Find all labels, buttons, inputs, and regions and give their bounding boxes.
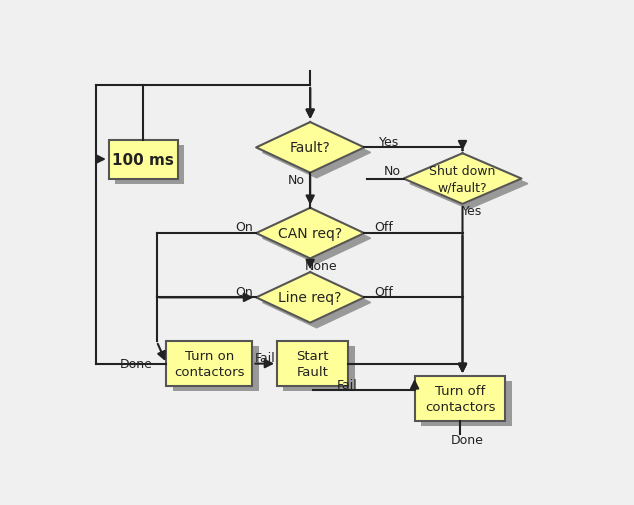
Text: No: No [288, 174, 305, 187]
Text: Yes: Yes [378, 135, 399, 148]
Polygon shape [262, 278, 371, 328]
Text: Off: Off [375, 221, 393, 234]
Text: Start
Fault: Start Fault [296, 349, 329, 378]
Bar [167, 341, 252, 386]
Text: CAN req?: CAN req? [278, 227, 342, 240]
Text: Line req?: Line req? [278, 291, 342, 305]
Text: Turn on
contactors: Turn on contactors [174, 349, 245, 378]
Polygon shape [410, 159, 528, 210]
Text: 100 ms: 100 ms [112, 153, 174, 167]
Text: Turn off
contactors: Turn off contactors [425, 384, 495, 414]
Polygon shape [256, 123, 364, 173]
Polygon shape [404, 154, 521, 205]
Bar [115, 145, 184, 184]
Bar [415, 377, 505, 421]
Text: None: None [305, 260, 337, 272]
Bar [173, 346, 259, 391]
Polygon shape [262, 128, 371, 178]
Text: Done: Done [120, 358, 153, 370]
Text: Done: Done [451, 433, 484, 446]
Text: Shut down
w/fault?: Shut down w/fault? [429, 165, 496, 194]
Bar [277, 341, 348, 386]
Text: No: No [384, 165, 401, 178]
Bar [283, 346, 354, 391]
Text: Yes: Yes [462, 205, 482, 218]
Text: Off: Off [375, 285, 393, 298]
Bar [421, 382, 512, 426]
Bar [109, 140, 178, 179]
Text: Fail: Fail [254, 351, 275, 365]
Text: Fault?: Fault? [290, 141, 330, 155]
Text: On: On [235, 285, 253, 298]
Polygon shape [256, 273, 364, 323]
Polygon shape [262, 214, 371, 264]
Text: Fail: Fail [337, 378, 358, 391]
Text: On: On [235, 221, 253, 234]
Polygon shape [256, 209, 364, 259]
